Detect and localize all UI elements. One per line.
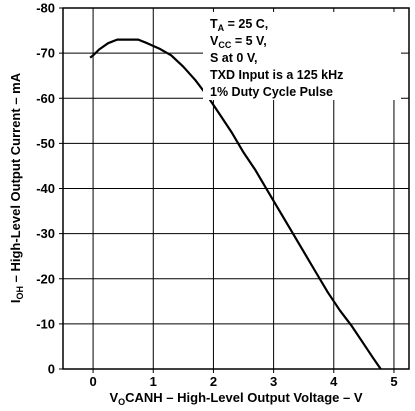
series bbox=[89, 38, 382, 370]
annotation-box bbox=[203, 12, 401, 100]
y-tick-label: -80 bbox=[36, 1, 55, 16]
x-tick-label: 5 bbox=[390, 374, 397, 389]
x-tick-label: 4 bbox=[330, 374, 338, 389]
y-tick-label: -40 bbox=[36, 181, 55, 196]
y-tick-label: -30 bbox=[36, 226, 55, 241]
annotation-line: TXD Input is a 125 kHz bbox=[210, 68, 343, 82]
y-tick-label: -50 bbox=[36, 136, 55, 151]
annotation-line: TA = 25 C, bbox=[210, 17, 268, 33]
y-tick-label: -70 bbox=[36, 46, 55, 61]
x-tick-label: 2 bbox=[210, 374, 217, 389]
series-line bbox=[89, 38, 382, 370]
y-tick-label: -20 bbox=[36, 271, 55, 286]
x-tick-label: 3 bbox=[270, 374, 277, 389]
tick-labels: 0 1 2 3 4 5 0 -10 -20 -30 -40 -50 -60 -70 -80 bbox=[36, 1, 397, 390]
y-axis-label: IOH – High-Level Output Current – mA bbox=[8, 72, 25, 303]
annotation-line: 1% Duty Cycle Pulse bbox=[210, 85, 333, 99]
annotation: TA = 25 C,VCC = 5 V,S at 0 V, TXD Input i… bbox=[210, 17, 343, 99]
y-tick-label: -10 bbox=[36, 316, 55, 331]
x-axis-label: VOCANH – High-Level Output Voltage – V bbox=[109, 390, 362, 407]
y-tick-label: 0 bbox=[48, 362, 55, 377]
y-tick-label: -60 bbox=[36, 91, 55, 106]
x-tick-label: 0 bbox=[89, 374, 96, 389]
x-tick-label: 1 bbox=[150, 374, 157, 389]
annotation-line: VCC = 5 V, bbox=[210, 34, 267, 50]
annotation-line: S at 0 V, bbox=[210, 51, 258, 65]
